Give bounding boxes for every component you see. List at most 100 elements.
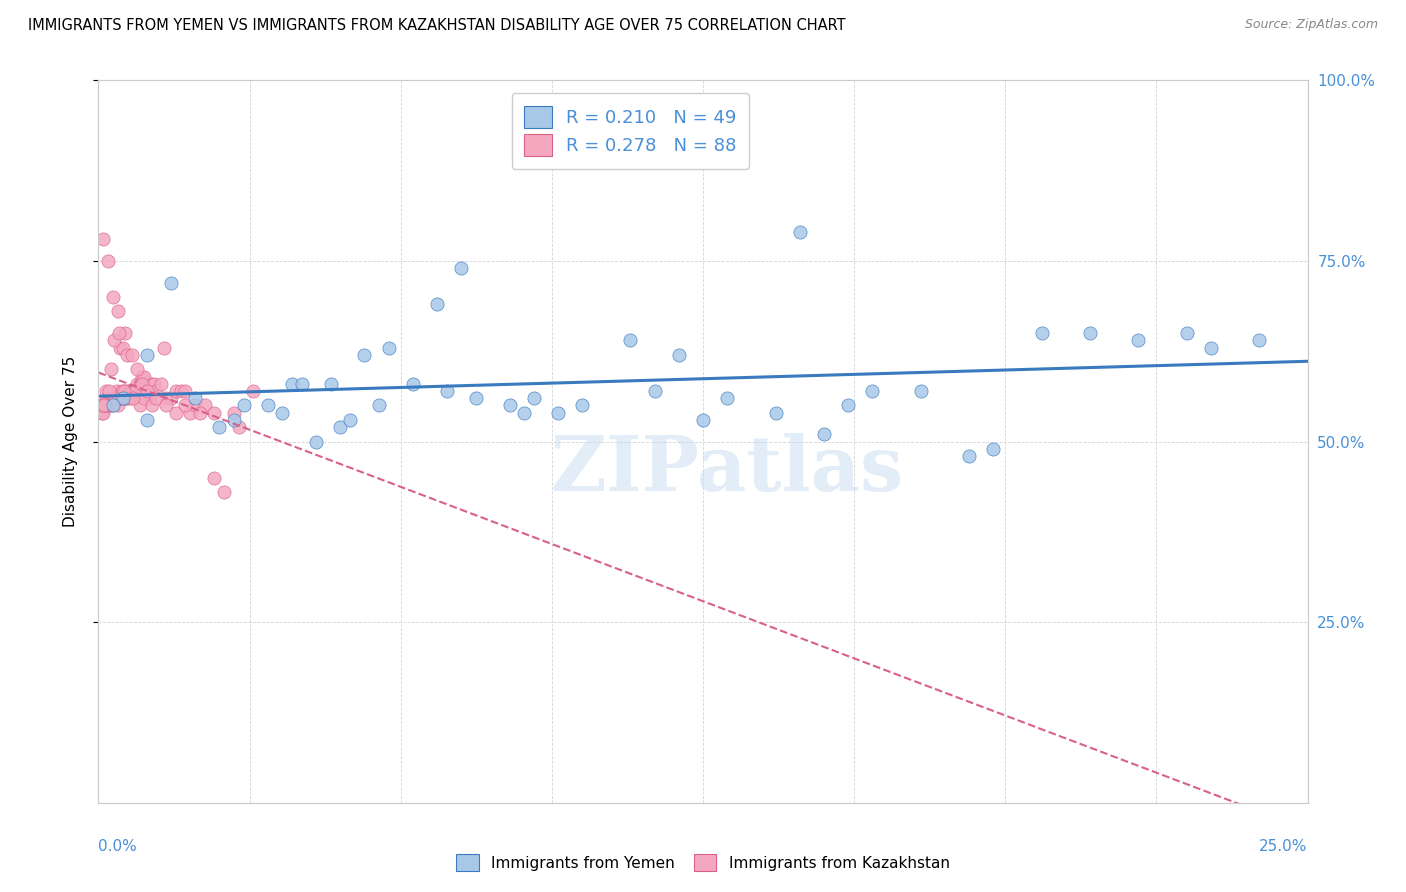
Point xyxy=(134,369,156,384)
Point xyxy=(117,384,139,398)
Point xyxy=(184,391,207,405)
Point xyxy=(426,297,449,311)
Point xyxy=(111,341,134,355)
Point xyxy=(165,384,187,398)
Point xyxy=(117,348,139,362)
Point xyxy=(179,406,201,420)
Point xyxy=(160,276,183,290)
Point xyxy=(165,406,187,420)
Point xyxy=(128,376,150,391)
Point xyxy=(100,362,122,376)
Point xyxy=(145,384,167,398)
Point xyxy=(127,376,149,391)
Point xyxy=(101,391,124,405)
Point xyxy=(450,261,472,276)
Point xyxy=(114,384,136,398)
Point xyxy=(1031,326,1053,341)
Point xyxy=(124,384,146,398)
Point xyxy=(232,398,254,412)
Point xyxy=(107,391,129,405)
Point xyxy=(860,384,883,398)
Point xyxy=(94,384,117,398)
Point xyxy=(1128,334,1150,348)
Point xyxy=(138,391,160,405)
Point xyxy=(94,398,117,412)
Point xyxy=(194,398,217,412)
Text: 0.0%: 0.0% xyxy=(98,838,138,854)
Point xyxy=(242,384,264,398)
Point xyxy=(90,398,112,412)
Point xyxy=(107,304,129,318)
Point xyxy=(125,384,148,398)
Point xyxy=(98,384,121,398)
Point xyxy=(97,253,120,268)
Point xyxy=(1175,326,1198,341)
Point xyxy=(122,384,145,398)
Point xyxy=(169,384,191,398)
Point xyxy=(498,398,520,412)
Point xyxy=(107,398,129,412)
Point xyxy=(111,391,134,405)
Point xyxy=(114,326,136,341)
Point xyxy=(111,391,134,405)
Point xyxy=(368,398,391,412)
Point xyxy=(377,341,399,355)
Point xyxy=(101,398,124,412)
Point xyxy=(436,384,458,398)
Point xyxy=(281,376,304,391)
Point xyxy=(93,398,115,412)
Point xyxy=(212,485,235,500)
Point xyxy=(120,384,142,398)
Point xyxy=(150,376,173,391)
Point xyxy=(127,362,149,376)
Point xyxy=(141,376,163,391)
Text: 25.0%: 25.0% xyxy=(1260,838,1308,854)
Point xyxy=(1199,341,1222,355)
Point xyxy=(152,341,174,355)
Point xyxy=(141,398,163,412)
Point xyxy=(228,420,250,434)
Point xyxy=(837,398,859,412)
Point xyxy=(135,348,157,362)
Point xyxy=(98,398,121,412)
Point xyxy=(188,406,211,420)
Point xyxy=(143,376,166,391)
Point xyxy=(135,384,157,398)
Point xyxy=(1078,326,1101,341)
Point xyxy=(117,391,139,405)
Point xyxy=(118,391,141,405)
Point xyxy=(319,376,342,391)
Point xyxy=(96,391,118,405)
Point xyxy=(115,391,138,405)
Point xyxy=(981,442,1004,456)
Point xyxy=(204,406,226,420)
Point xyxy=(131,369,153,384)
Point xyxy=(353,348,375,362)
Point xyxy=(571,398,593,412)
Point xyxy=(789,225,811,239)
Point xyxy=(547,406,569,420)
Point xyxy=(112,391,135,405)
Point xyxy=(124,384,146,398)
Text: Source: ZipAtlas.com: Source: ZipAtlas.com xyxy=(1244,18,1378,31)
Point xyxy=(101,398,124,412)
Point xyxy=(108,391,131,405)
Point xyxy=(402,376,425,391)
Point xyxy=(112,384,135,398)
Point xyxy=(305,434,328,449)
Point xyxy=(131,376,153,391)
Point xyxy=(910,384,932,398)
Point xyxy=(222,413,245,427)
Point xyxy=(271,406,294,420)
Point xyxy=(329,420,352,434)
Point xyxy=(174,384,197,398)
Point xyxy=(121,384,143,398)
Point xyxy=(339,413,361,427)
Point xyxy=(90,406,112,420)
Point xyxy=(619,334,641,348)
Point xyxy=(104,391,127,405)
Point xyxy=(290,376,312,391)
Point xyxy=(128,398,150,412)
Point xyxy=(103,334,125,348)
Point xyxy=(174,398,197,412)
